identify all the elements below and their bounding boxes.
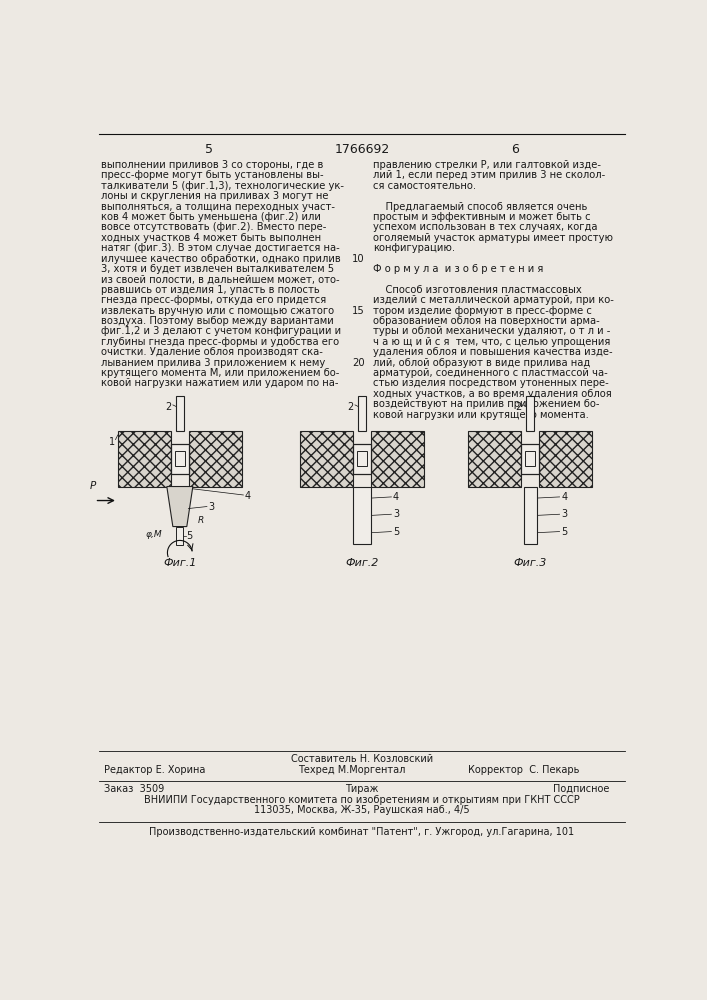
- Bar: [353, 444, 371, 474]
- Text: образованием облоя на поверхности арма-: образованием облоя на поверхности арма-: [373, 316, 600, 326]
- Text: Техред М.Моргентал: Техред М.Моргентал: [298, 765, 405, 775]
- Text: пресс-форме могут быть установлены вы-: пресс-форме могут быть установлены вы-: [101, 170, 323, 180]
- Text: 20: 20: [352, 358, 364, 368]
- Text: Фиг.1: Фиг.1: [163, 558, 197, 568]
- Text: ходных участков 4 может быть выполнен: ходных участков 4 может быть выполнен: [101, 233, 321, 243]
- Text: воздействуют на прилив приложением бо-: воздействуют на прилив приложением бо-: [373, 399, 600, 409]
- Bar: [189, 431, 242, 487]
- Text: ся самостоятельно.: ся самостоятельно.: [373, 181, 476, 191]
- Text: Подписное: Подписное: [554, 784, 609, 794]
- Text: рвавшись от изделия 1, упасть в полость: рвавшись от изделия 1, упасть в полость: [101, 285, 320, 295]
- Text: 1766692: 1766692: [334, 143, 390, 156]
- Bar: [176, 396, 184, 431]
- Text: Производственно-издательский комбинат "Патент", г. Ужгород, ул.Гагарина, 101: Производственно-издательский комбинат "П…: [149, 827, 575, 837]
- Text: P: P: [90, 481, 96, 491]
- Bar: [468, 431, 521, 487]
- Bar: [170, 444, 189, 474]
- Text: 5: 5: [204, 143, 213, 156]
- Text: 4: 4: [245, 491, 251, 501]
- Text: 3: 3: [393, 509, 399, 519]
- Text: 1: 1: [109, 437, 115, 447]
- Text: ковой нагрузки нажатием или ударом по на-: ковой нагрузки нажатием или ударом по на…: [101, 378, 338, 388]
- Bar: [371, 431, 424, 487]
- Text: вовсе отсутствовать (фиг.2). Вместо пере-: вовсе отсутствовать (фиг.2). Вместо пере…: [101, 222, 326, 232]
- Text: лий, облой образуют в виде прилива над: лий, облой образуют в виде прилива над: [373, 358, 590, 368]
- Text: 2: 2: [165, 402, 171, 412]
- Text: ВНИИПИ Государственного комитета по изобретениям и открытиям при ГКНТ СССР: ВНИИПИ Государственного комитета по изоб…: [144, 795, 580, 805]
- Text: ковой нагрузки или крутящего момента.: ковой нагрузки или крутящего момента.: [373, 410, 589, 420]
- Text: илучшее качество обработки, однако прилив: илучшее качество обработки, однако прили…: [101, 254, 341, 264]
- Text: правлению стрелки Р, или галтовкой изде-: правлению стрелки Р, или галтовкой изде-: [373, 160, 601, 170]
- Text: 2: 2: [347, 402, 354, 412]
- Text: 5: 5: [393, 527, 399, 537]
- Text: 3, хотя и будет извлечен выталкивателем 5: 3, хотя и будет извлечен выталкивателем …: [101, 264, 334, 274]
- Text: конфигурацию.: конфигурацию.: [373, 243, 455, 253]
- Text: талкиватели 5 (фиг.1,3), технологические ук-: талкиватели 5 (фиг.1,3), технологические…: [101, 181, 344, 191]
- Bar: [526, 396, 534, 431]
- Text: лий 1, если перед этим прилив 3 не сколол-: лий 1, если перед этим прилив 3 не сколо…: [373, 170, 605, 180]
- Text: ч а ю щ и й с я  тем, что, с целью упрощения: ч а ю щ и й с я тем, что, с целью упроще…: [373, 337, 610, 347]
- Text: туры и облой механически удаляют, о т л и -: туры и облой механически удаляют, о т л …: [373, 326, 610, 336]
- Text: 113035, Москва, Ж-35, Раушская наб., 4/5: 113035, Москва, Ж-35, Раушская наб., 4/5: [254, 805, 469, 815]
- Text: из своей полости, в дальнейшем может, ото-: из своей полости, в дальнейшем может, от…: [101, 274, 339, 284]
- Bar: [358, 396, 366, 431]
- Bar: [521, 444, 539, 474]
- Text: Корректор  С. Пекарь: Корректор С. Пекарь: [468, 765, 580, 775]
- Text: Фиг.2: Фиг.2: [345, 558, 379, 568]
- Text: 10: 10: [352, 254, 364, 264]
- Text: ходных участков, а во время удаления облоя: ходных участков, а во время удаления обл…: [373, 389, 612, 399]
- Text: 5: 5: [561, 527, 568, 537]
- Text: 6: 6: [510, 143, 518, 156]
- Text: φ,M: φ,M: [146, 530, 162, 539]
- Text: 5: 5: [187, 531, 193, 541]
- Text: Фиг.3: Фиг.3: [513, 558, 547, 568]
- Bar: [353, 487, 371, 544]
- Text: ков 4 может быть уменьшена (фиг.2) или: ков 4 может быть уменьшена (фиг.2) или: [101, 212, 321, 222]
- Text: воздуха. Поэтому выбор между вариантами: воздуха. Поэтому выбор между вариантами: [101, 316, 334, 326]
- Text: крутящего момента М, или приложением бо-: крутящего момента М, или приложением бо-: [101, 368, 339, 378]
- Text: Заказ  3509: Заказ 3509: [104, 784, 164, 794]
- Text: Предлагаемый способ является очень: Предлагаемый способ является очень: [373, 202, 588, 212]
- Text: стью изделия посредством утоненных пере-: стью изделия посредством утоненных пере-: [373, 378, 609, 388]
- Text: оголяемый участок арматуры имеет простую: оголяемый участок арматуры имеет простую: [373, 233, 613, 243]
- Text: Тираж: Тираж: [345, 784, 379, 794]
- Text: гнезда пресс-формы, откуда его придется: гнезда пресс-формы, откуда его придется: [101, 295, 326, 305]
- Text: выполнении приливов 3 со стороны, где в: выполнении приливов 3 со стороны, где в: [101, 160, 323, 170]
- Text: лыванием прилива 3 приложением к нему: лыванием прилива 3 приложением к нему: [101, 358, 325, 368]
- Bar: [539, 431, 592, 487]
- Text: 4: 4: [561, 492, 567, 502]
- Text: Редактор Е. Хорина: Редактор Е. Хорина: [104, 765, 205, 775]
- Text: удаления облоя и повышения качества изде-: удаления облоя и повышения качества изде…: [373, 347, 612, 357]
- Text: простым и эффективным и может быть с: простым и эффективным и может быть с: [373, 212, 590, 222]
- Bar: [525, 451, 535, 466]
- Text: Способ изготовления пластмассовых: Способ изготовления пластмассовых: [373, 285, 582, 295]
- Text: успехом использован в тех случаях, когда: успехом использован в тех случаях, когда: [373, 222, 597, 232]
- Text: Составитель Н. Козловский: Составитель Н. Козловский: [291, 754, 433, 764]
- Bar: [176, 527, 183, 545]
- Bar: [300, 431, 353, 487]
- Text: натяг (фиг.3). В этом случае достигается на-: натяг (фиг.3). В этом случае достигается…: [101, 243, 339, 253]
- Text: 2: 2: [515, 402, 522, 412]
- Text: арматурой, соединенного с пластмассой ча-: арматурой, соединенного с пластмассой ча…: [373, 368, 607, 378]
- Text: 4: 4: [393, 492, 399, 502]
- Text: изделий с металлической арматурой, при ко-: изделий с металлической арматурой, при к…: [373, 295, 614, 305]
- Bar: [175, 451, 185, 466]
- Text: R: R: [198, 516, 204, 525]
- Text: 15: 15: [351, 306, 364, 316]
- Bar: [357, 451, 367, 466]
- Text: глубины гнезда пресс-формы и удобства его: глубины гнезда пресс-формы и удобства ег…: [101, 337, 339, 347]
- Bar: [524, 487, 537, 544]
- Text: очистки. Удаление облоя производят ска-: очистки. Удаление облоя производят ска-: [101, 347, 322, 357]
- Text: выполняться, а толщина переходных участ-: выполняться, а толщина переходных участ-: [101, 202, 335, 212]
- Text: фиг.1,2 и 3 делают с учетом конфигурации и: фиг.1,2 и 3 делают с учетом конфигурации…: [101, 326, 341, 336]
- Text: Ф о р м у л а  и з о б р е т е н и я: Ф о р м у л а и з о б р е т е н и я: [373, 264, 543, 274]
- Bar: [118, 431, 170, 487]
- Polygon shape: [167, 487, 193, 527]
- Text: 3: 3: [209, 502, 215, 512]
- Text: лоны и скругления на приливах 3 могут не: лоны и скругления на приливах 3 могут не: [101, 191, 328, 201]
- Text: тором изделие формуют в пресс-форме с: тором изделие формуют в пресс-форме с: [373, 306, 592, 316]
- Text: 3: 3: [561, 509, 567, 519]
- Text: извлекать вручную или с помощью сжатого: извлекать вручную или с помощью сжатого: [101, 306, 334, 316]
